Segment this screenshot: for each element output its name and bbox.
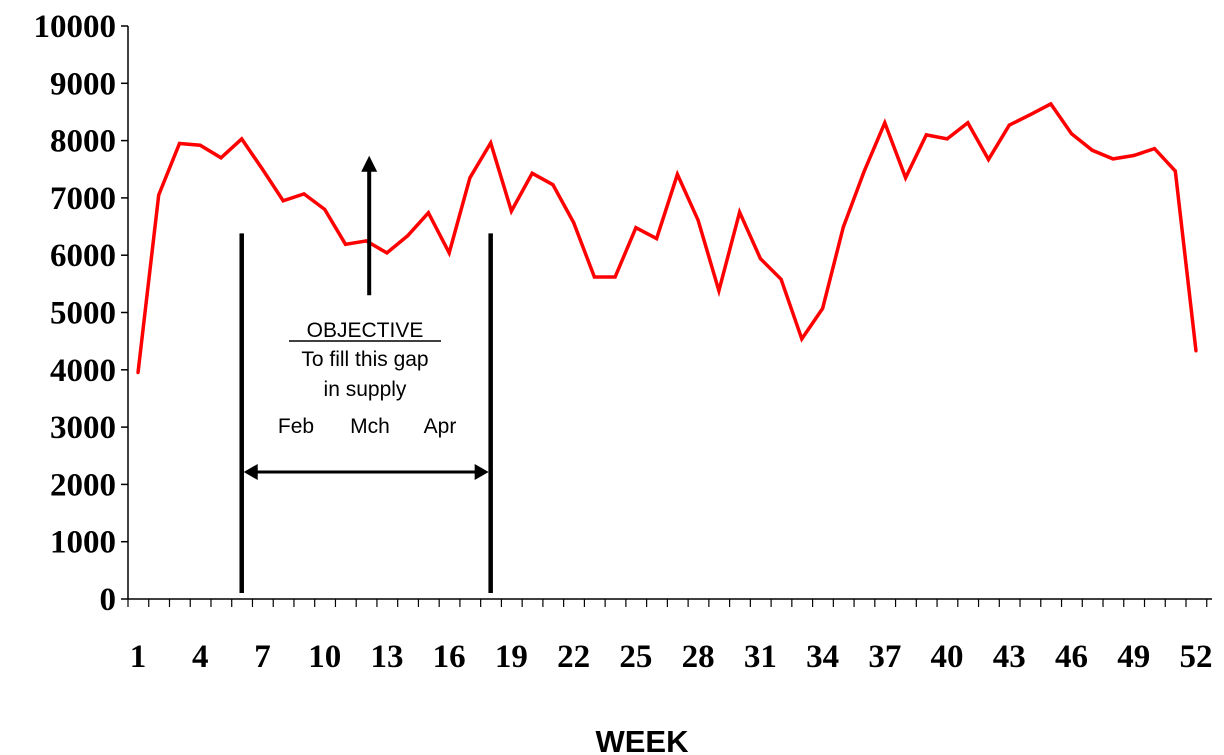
series-layer <box>136 101 1198 375</box>
data-point <box>883 121 887 125</box>
data-point <box>509 209 514 213</box>
y-tick-label: 8000 <box>50 124 116 160</box>
x-tick-label: 19 <box>495 639 528 675</box>
data-point <box>136 371 140 375</box>
data-point <box>696 218 700 222</box>
x-ticks: 1 4 7 10 13 16 19 22 25 28 31 34 37 40 43 46 49 52 <box>127 599 1213 675</box>
data-point <box>1194 349 1198 353</box>
y-tick-label: 4000 <box>50 353 116 389</box>
data-point <box>820 306 825 311</box>
data-point <box>655 236 659 241</box>
y-tick-label: 1000 <box>50 525 116 561</box>
objective-line-1: To fill this gap <box>301 348 428 371</box>
data-point <box>1028 113 1032 117</box>
annotation-layer: OBJECTIVE To fill this gap in supply Feb… <box>239 155 493 593</box>
data-point <box>758 257 762 261</box>
data-point <box>343 242 348 246</box>
y-tick-label: 10000 <box>34 9 117 45</box>
data-point <box>385 251 389 255</box>
data-point <box>219 156 223 160</box>
data-point <box>281 199 285 203</box>
data-point <box>530 171 534 175</box>
x-tick-label: 37 <box>868 639 901 675</box>
x-tick-label: 10 <box>308 639 341 675</box>
data-point <box>468 176 472 180</box>
data-point <box>1007 123 1011 127</box>
x-tick-label: 52 <box>1180 639 1213 675</box>
y-tick-label: 7000 <box>50 181 116 217</box>
data-point <box>1049 102 1053 106</box>
y-tick-label: 5000 <box>50 296 116 332</box>
data-point <box>489 141 493 145</box>
data-point <box>924 133 928 137</box>
x-tick-label: 25 <box>619 639 652 675</box>
data-point <box>592 275 596 279</box>
month-label-feb: Feb <box>278 415 314 438</box>
gap-arrow-right-head <box>474 464 489 480</box>
x-tick-label: 13 <box>370 639 403 675</box>
x-tick-label: 16 <box>433 639 466 675</box>
y-ticks: 0 1000 2000 3000 4000 5000 6000 7000 8000 9000 100… <box>34 9 128 618</box>
x-tick-label: 49 <box>1117 639 1150 675</box>
x-axis-label: WEEK <box>596 724 690 755</box>
data-point <box>157 193 161 197</box>
data-point <box>717 289 721 293</box>
data-point <box>551 183 555 187</box>
data-point <box>986 157 991 162</box>
data-point <box>841 225 845 229</box>
data-point <box>240 137 244 141</box>
data-point <box>1111 157 1115 161</box>
data-point <box>260 167 265 171</box>
data-point <box>675 172 679 177</box>
data-point <box>738 210 742 214</box>
axes <box>127 26 1212 600</box>
y-tick-label: 6000 <box>50 238 116 274</box>
month-label-mch: Mch <box>350 415 390 438</box>
data-point <box>198 143 202 147</box>
y-tick-label: 9000 <box>50 66 116 102</box>
data-point <box>800 337 804 341</box>
data-point <box>634 226 638 230</box>
x-tick-label: 28 <box>682 639 715 675</box>
x-tick-label: 4 <box>192 639 209 675</box>
y-tick-label: 2000 <box>50 467 116 503</box>
x-tick-label: 34 <box>806 639 839 675</box>
data-point <box>302 192 306 196</box>
objective-line-2: in supply <box>324 378 407 401</box>
data-point <box>177 141 182 146</box>
series-line <box>136 101 1198 373</box>
data-point <box>364 239 368 243</box>
data-point <box>1069 132 1074 136</box>
x-tick-label: 40 <box>931 639 964 675</box>
data-point <box>903 176 908 180</box>
objective-title: OBJECTIVE <box>307 319 424 342</box>
month-label-apr: Apr <box>424 415 457 438</box>
data-point <box>1132 153 1136 158</box>
data-point <box>1090 148 1094 152</box>
x-tick-label: 43 <box>993 639 1026 675</box>
data-point <box>1173 169 1177 173</box>
data-point <box>323 207 327 211</box>
data-point <box>572 220 576 225</box>
data-point <box>862 169 866 174</box>
data-point <box>1152 147 1157 151</box>
data-point <box>406 234 410 238</box>
x-tick-label: 22 <box>557 639 590 675</box>
data-point <box>447 251 451 255</box>
x-tick-label: 1 <box>130 639 147 675</box>
data-point <box>613 275 617 279</box>
increase-arrow-head <box>361 155 378 172</box>
x-tick-label: 46 <box>1055 639 1088 675</box>
y-tick-label: 0 <box>100 582 117 618</box>
data-point <box>779 277 783 281</box>
data-point <box>426 211 431 215</box>
x-tick-label: 7 <box>254 639 271 675</box>
gap-arrow-left-head <box>243 464 258 480</box>
y-tick-label: 3000 <box>50 410 116 446</box>
data-point <box>945 137 949 141</box>
data-point <box>966 121 970 125</box>
x-tick-label: 31 <box>744 639 777 675</box>
